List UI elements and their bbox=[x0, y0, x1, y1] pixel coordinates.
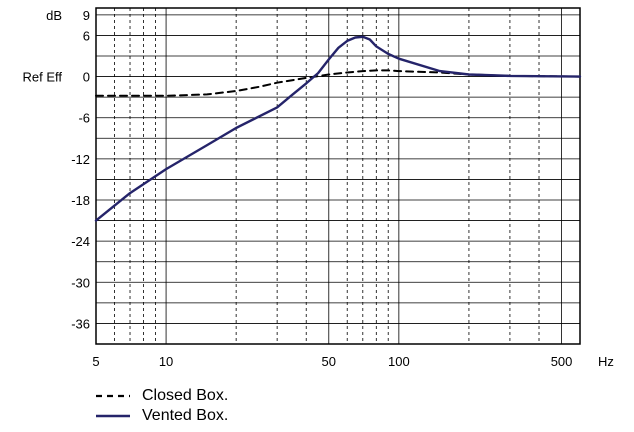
x-tick-label: 10 bbox=[159, 354, 173, 369]
y-tick-label: 0 bbox=[83, 70, 90, 85]
tick-labels: 9 6 0 -6 -12 -18 -24 -30 -36 5 10 50 100 500 bbox=[71, 8, 572, 369]
y-tick-label: -18 bbox=[71, 193, 90, 208]
y-tick-label: 9 bbox=[83, 8, 90, 23]
series-line-vented-box bbox=[94, 35, 582, 222]
grid bbox=[95, 8, 580, 344]
legend-dashed-line-icon bbox=[96, 394, 130, 398]
legend-label-closed-box: Closed Box. bbox=[142, 387, 229, 404]
y-tick-label: -30 bbox=[71, 275, 90, 290]
series-layer bbox=[94, 35, 582, 222]
x-tick-label: 500 bbox=[551, 354, 573, 369]
y-unit-label: dB bbox=[46, 8, 62, 23]
y-tick-label: 6 bbox=[83, 28, 90, 43]
plot-frame bbox=[95, 7, 581, 345]
frequency-response-chart: 9 6 0 -6 -12 -18 -24 -30 -36 5 10 50 100 500 dB Ref E… bbox=[22, 7, 614, 369]
legend-solid-line-icon bbox=[96, 414, 130, 418]
x-tick-label: 100 bbox=[388, 354, 410, 369]
x-tick-label: 50 bbox=[322, 354, 336, 369]
x-unit-label: Hz bbox=[598, 354, 614, 369]
y-tick-label: -6 bbox=[78, 111, 90, 126]
series-line-closed-box bbox=[95, 69, 581, 97]
y-tick-label: -36 bbox=[71, 316, 90, 331]
y-ref-label: Ref Eff bbox=[22, 70, 62, 85]
y-tick-label: -24 bbox=[71, 234, 90, 249]
y-tick-label: -12 bbox=[71, 152, 90, 167]
x-tick-label: 5 bbox=[92, 354, 99, 369]
legend-label-vented-box: Vented Box. bbox=[142, 407, 229, 424]
